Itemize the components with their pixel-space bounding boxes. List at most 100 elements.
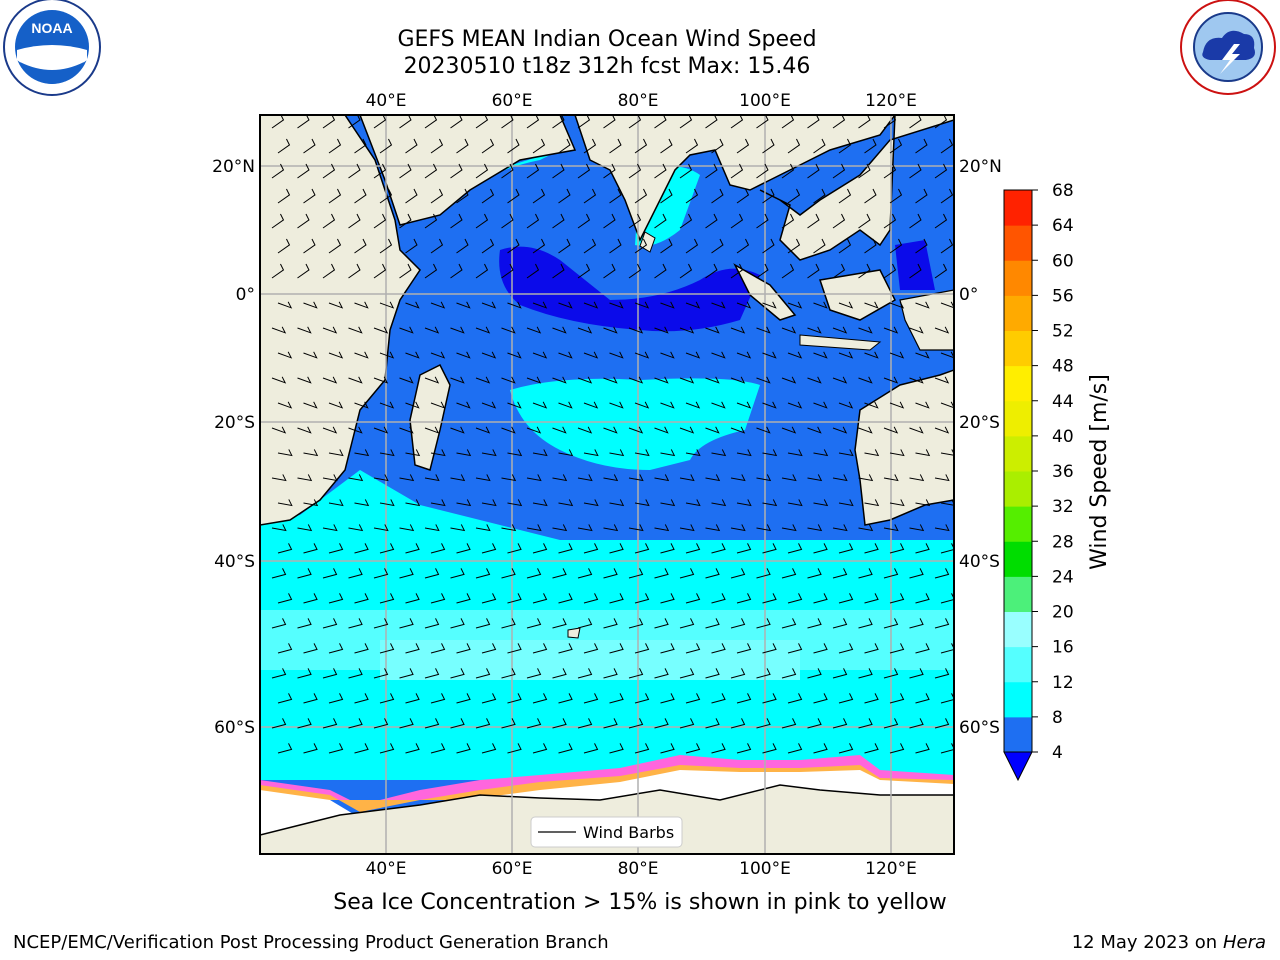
wind-barb <box>405 401 420 409</box>
wind-barb <box>730 668 746 679</box>
lat-tick-left-40s: 40°S <box>214 552 255 572</box>
wind-barb <box>526 426 542 434</box>
wind-barb <box>609 301 624 309</box>
wind-barb <box>303 693 318 704</box>
wind-barb <box>424 426 440 434</box>
wind-barb <box>807 263 820 279</box>
wind-barb <box>430 188 444 204</box>
colorbar-tick-label: 32 <box>1052 497 1074 517</box>
colorbar-segment <box>1004 330 1032 367</box>
wind-barb <box>532 449 548 457</box>
colorbar-segment <box>1004 435 1032 472</box>
wind-barb <box>730 718 746 729</box>
wind-barb <box>864 301 879 309</box>
wind-barb <box>609 643 624 654</box>
wind-barb <box>475 326 491 334</box>
colorbar-segment <box>1004 400 1032 437</box>
wind-barb <box>379 238 393 254</box>
wind-barb <box>705 326 720 334</box>
colorbar-tick-label: 48 <box>1052 357 1074 377</box>
wind-barb <box>858 263 871 279</box>
wind-barb <box>883 718 899 729</box>
wind-barb <box>858 426 873 434</box>
wind-barb <box>756 668 771 679</box>
wind-barb <box>373 524 389 532</box>
wind-barb <box>909 326 924 334</box>
wind-barb <box>711 693 726 704</box>
equatorial-calm-band <box>499 246 760 332</box>
wind-barb <box>558 643 573 654</box>
wind-barb <box>532 743 548 754</box>
wind-barb <box>838 643 854 654</box>
legend-label: Wind Barbs <box>583 823 674 842</box>
wind-barb <box>628 326 644 334</box>
lon-tick-top-120: 120°E <box>865 91 917 111</box>
wind-barb <box>558 593 573 604</box>
wind-barb <box>475 524 491 532</box>
wind-barb <box>328 138 342 154</box>
wind-barb <box>277 238 291 254</box>
wind-barb <box>379 693 395 704</box>
wind-barb <box>303 449 319 457</box>
wind-barb <box>277 499 293 507</box>
wind-barb <box>456 188 469 204</box>
wind-barb <box>450 326 465 334</box>
wind-barb <box>807 524 823 532</box>
wind-barb <box>813 238 826 254</box>
wind-barb <box>603 524 619 532</box>
wind-barb <box>883 618 899 629</box>
wind-barb <box>679 163 693 179</box>
wind-barb <box>705 263 718 279</box>
wind-barb <box>711 238 724 254</box>
wind-barb <box>526 568 542 579</box>
wind-barb <box>558 693 573 704</box>
map-subtitle: 20230510 t18z 312h fcst Max: 15.46 <box>403 54 811 79</box>
wind-barb <box>526 376 542 384</box>
wind-barb <box>679 376 695 384</box>
wind-barb <box>303 138 316 154</box>
wind-barb <box>552 474 568 482</box>
wind-barb <box>634 743 650 754</box>
wind-barb <box>609 138 622 154</box>
wind-barb <box>379 643 395 654</box>
wind-barb <box>679 213 693 229</box>
wind-barb <box>909 568 924 579</box>
wind-barb <box>430 543 446 554</box>
wind-barb <box>685 543 701 554</box>
wind-barb <box>303 188 316 204</box>
wind-barb <box>577 326 593 334</box>
wind-barb <box>507 351 522 359</box>
wind-barb <box>379 593 395 604</box>
eastern-indonesia <box>899 289 954 351</box>
wind-barb <box>838 301 854 309</box>
wind-barb <box>348 474 364 482</box>
colorbar-tick-label: 44 <box>1052 392 1074 412</box>
wind-barb <box>271 568 287 579</box>
wind-barb <box>373 668 389 679</box>
colorbar-segment <box>1004 611 1032 648</box>
wind-barb <box>915 743 930 754</box>
wind-barb <box>603 263 616 279</box>
wind-barb <box>552 568 567 579</box>
wind-barb <box>705 474 721 482</box>
wind-barb <box>379 449 395 457</box>
wind-barb <box>628 568 644 579</box>
wind-barb <box>730 474 746 482</box>
wind-barb <box>450 263 463 279</box>
wind-barb <box>858 474 874 482</box>
wind-barb <box>915 238 928 254</box>
wind-barb <box>379 188 393 204</box>
wind-barb <box>864 351 879 359</box>
colorbar-under-arrow <box>1003 751 1033 782</box>
colorbar-segment <box>1004 225 1032 261</box>
wind-barb <box>373 426 389 434</box>
wind-barb <box>399 213 412 229</box>
wind-barb <box>399 568 414 579</box>
wind-barb <box>348 524 364 532</box>
wind-barb <box>832 524 848 532</box>
wind-barb <box>552 524 568 532</box>
wind-barb <box>762 188 775 204</box>
wind-barb <box>730 163 744 179</box>
wind-barb <box>864 693 879 704</box>
wind-barb <box>348 718 363 729</box>
